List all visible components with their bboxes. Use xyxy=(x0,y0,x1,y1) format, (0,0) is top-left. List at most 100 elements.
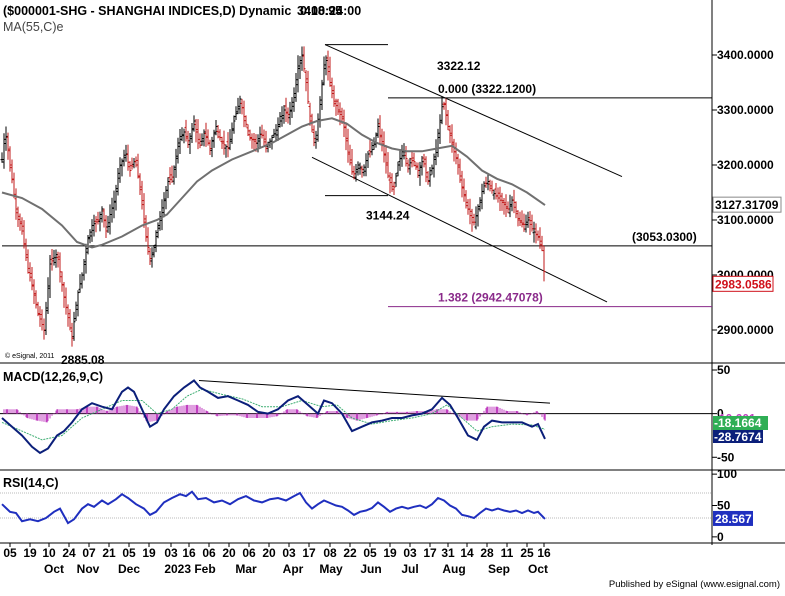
price-bar xyxy=(84,243,88,274)
macd-histogram-bar xyxy=(137,408,139,414)
price-bar xyxy=(30,267,34,291)
price-bar xyxy=(76,290,80,317)
rsi-last-tag: 28.567 xyxy=(715,512,752,526)
macd-histogram-bar xyxy=(149,413,151,422)
price-bar xyxy=(276,117,280,141)
price-bar xyxy=(324,55,328,76)
macd-histogram-bar xyxy=(419,411,421,414)
price-bar xyxy=(134,156,138,168)
esignal-watermark: © eSignal, 2011 xyxy=(5,352,55,360)
macd-histogram-bar xyxy=(436,409,438,414)
macd-histogram-bar xyxy=(277,413,279,416)
macd-histogram-bar xyxy=(75,409,77,414)
macd-histogram-bar xyxy=(326,411,328,414)
macd-histogram-bar xyxy=(467,413,469,421)
price-bar xyxy=(442,101,446,110)
macd-histogram-bar xyxy=(123,405,125,414)
macd-histogram-bar xyxy=(356,413,358,421)
price-bar xyxy=(52,249,56,266)
x-month-label: Aug xyxy=(442,562,465,576)
price-bar xyxy=(212,129,216,148)
macd-histogram-bar xyxy=(539,413,541,415)
macd-histogram-bar xyxy=(485,408,487,414)
macd-histogram-bar xyxy=(25,413,27,418)
macd-histogram-bar xyxy=(447,409,449,414)
price-bar xyxy=(370,141,374,156)
macd-histogram-bar xyxy=(387,411,389,414)
macd-histogram-bar xyxy=(237,413,239,416)
ma-last-tag: 3127.31709 xyxy=(715,198,779,212)
macd-histogram-bar xyxy=(517,411,519,414)
macd-histogram-bar xyxy=(445,409,447,414)
macd-histogram-bar xyxy=(41,413,43,422)
x-day-label: 31 xyxy=(441,546,455,560)
price-bar xyxy=(210,136,214,158)
price-bar xyxy=(360,165,364,178)
price-bar xyxy=(142,193,146,228)
macd-histogram-bar xyxy=(347,413,349,419)
macd-histogram-bar xyxy=(187,404,189,414)
price-bar xyxy=(178,129,182,155)
price-bar xyxy=(92,214,96,237)
price-bar xyxy=(440,96,444,125)
macd-histogram-bar xyxy=(231,413,233,416)
price-bar xyxy=(278,112,282,128)
macd-histogram-bar xyxy=(227,413,229,416)
macd-histogram-bar xyxy=(139,411,141,414)
macd-histogram-bar xyxy=(17,410,19,414)
macd-histogram-bar xyxy=(186,404,188,414)
macd-histogram-bar xyxy=(163,413,165,415)
macd-histogram-bar xyxy=(176,406,178,414)
macd-histogram-bar xyxy=(513,411,515,414)
macd-histogram-bar xyxy=(31,413,33,420)
price-bar xyxy=(166,177,170,199)
price-bar xyxy=(126,144,130,171)
macd-line xyxy=(1,379,546,455)
price-bar xyxy=(382,131,386,163)
macd-histogram-bar xyxy=(397,411,399,414)
price-bar xyxy=(50,249,54,271)
macd-histogram-bar xyxy=(53,413,55,415)
price-bar xyxy=(198,133,202,149)
macd-histogram-bar xyxy=(215,413,217,416)
price-bar xyxy=(488,179,492,192)
macd-histogram-bar xyxy=(189,404,191,414)
macd-histogram-bar xyxy=(379,413,381,415)
price-bar xyxy=(242,100,246,128)
price-bar xyxy=(472,213,476,226)
price-bar xyxy=(390,173,394,192)
price-bar xyxy=(128,161,132,177)
price-bar xyxy=(144,215,148,242)
macd-histogram-bar xyxy=(97,407,99,414)
ma-legend: MA(55,C)e xyxy=(3,20,63,34)
macd-histogram-bar xyxy=(106,411,108,414)
price-bar xyxy=(248,129,252,141)
macd-histogram-bar xyxy=(537,412,539,414)
x-day-label: 05 xyxy=(3,546,17,560)
price-bar xyxy=(2,133,6,169)
macd-histogram-bar xyxy=(116,406,118,414)
price-bar xyxy=(300,46,304,71)
price-bar xyxy=(60,271,64,292)
macd-y-tick-label: 0 xyxy=(717,407,724,421)
price-bar xyxy=(490,180,494,194)
price-bar xyxy=(176,137,180,164)
price-bar xyxy=(48,255,52,299)
macd-histogram-bar xyxy=(289,409,291,414)
price-bar xyxy=(262,129,266,147)
price-bar xyxy=(392,181,396,196)
price-bar xyxy=(252,132,256,152)
macd-histogram-bar xyxy=(155,413,157,421)
macd-histogram-bar xyxy=(235,413,237,416)
price-ohlc-bars xyxy=(0,46,546,347)
rsi-title: RSI(14,C) xyxy=(3,476,59,490)
price-bar xyxy=(450,124,454,153)
price-bar xyxy=(156,222,160,239)
macd-y-tick-label: 50 xyxy=(717,363,731,377)
price-bar xyxy=(298,56,302,80)
price-bar xyxy=(412,152,416,167)
price-bar xyxy=(538,227,542,249)
price-bar xyxy=(202,129,206,147)
macd-histogram-bar xyxy=(303,413,305,415)
macd-histogram-bar xyxy=(405,411,407,414)
